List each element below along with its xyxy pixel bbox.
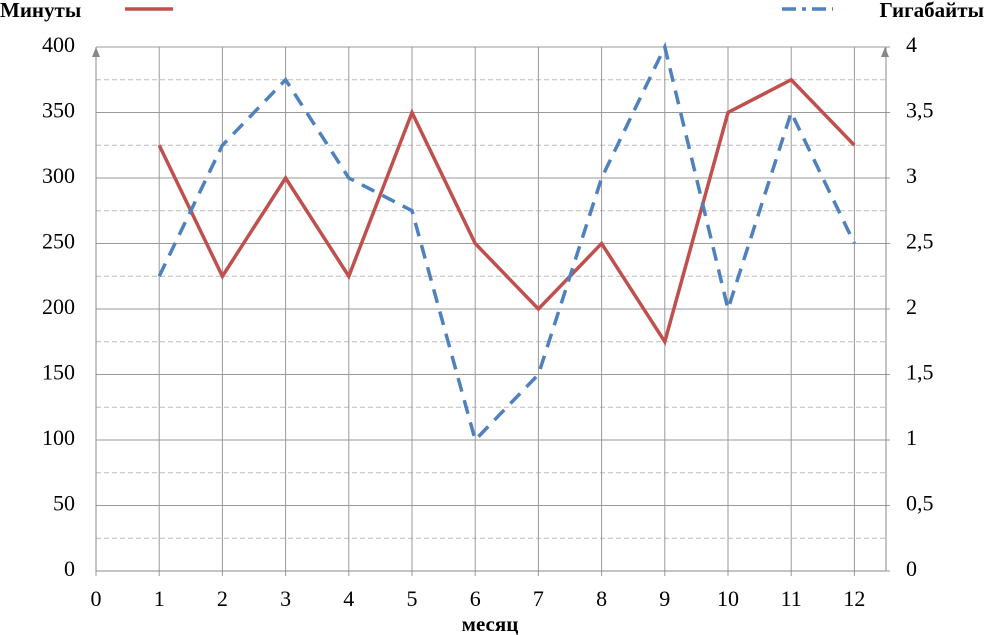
y2-tick-label: 3,5 — [906, 98, 934, 123]
x-tick-label: 4 — [343, 586, 354, 611]
x-tick-label: 10 — [717, 586, 739, 611]
y-tick-label: 250 — [42, 229, 75, 254]
y-tick-label: 350 — [42, 98, 75, 123]
y2-tick-label: 2,5 — [906, 229, 934, 254]
y-tick-label: 100 — [42, 425, 75, 450]
x-axis-label: месяц — [462, 612, 519, 635]
x-tick-label: 9 — [659, 586, 670, 611]
y2-tick-label: 0,5 — [906, 491, 934, 516]
series-line — [157, 77, 856, 346]
y2-tick-label: 3 — [906, 163, 917, 188]
y-tick-label: 300 — [42, 163, 75, 188]
y2-tick-label: 4 — [906, 32, 917, 57]
y2-tick-label: 1,5 — [906, 360, 934, 385]
y2-tick-label: 0 — [906, 556, 917, 581]
y-tick-label: 200 — [42, 294, 75, 319]
y-tick-label: 0 — [64, 556, 75, 581]
y-tick-label: 400 — [42, 32, 75, 57]
y2-tick-label: 2 — [906, 294, 917, 319]
x-tick-label: 2 — [217, 586, 228, 611]
legend-label: Минуты — [0, 0, 81, 22]
x-tick-label: 3 — [280, 586, 291, 611]
y-tick-label: 150 — [42, 360, 75, 385]
x-tick-label: 1 — [154, 586, 165, 611]
x-tick-label: 6 — [470, 586, 481, 611]
x-tick-label: 7 — [533, 586, 544, 611]
x-tick-label: 12 — [843, 586, 865, 611]
x-tick-label: 8 — [596, 586, 607, 611]
y-tick-label: 50 — [53, 491, 75, 516]
x-tick-label: 0 — [91, 586, 102, 611]
axis-arrow — [881, 47, 889, 57]
series-line — [157, 41, 856, 444]
y2-tick-label: 1 — [906, 425, 917, 450]
x-tick-label: 11 — [781, 586, 802, 611]
x-tick-label: 5 — [407, 586, 418, 611]
legend-label: Гигабайты — [879, 0, 984, 22]
